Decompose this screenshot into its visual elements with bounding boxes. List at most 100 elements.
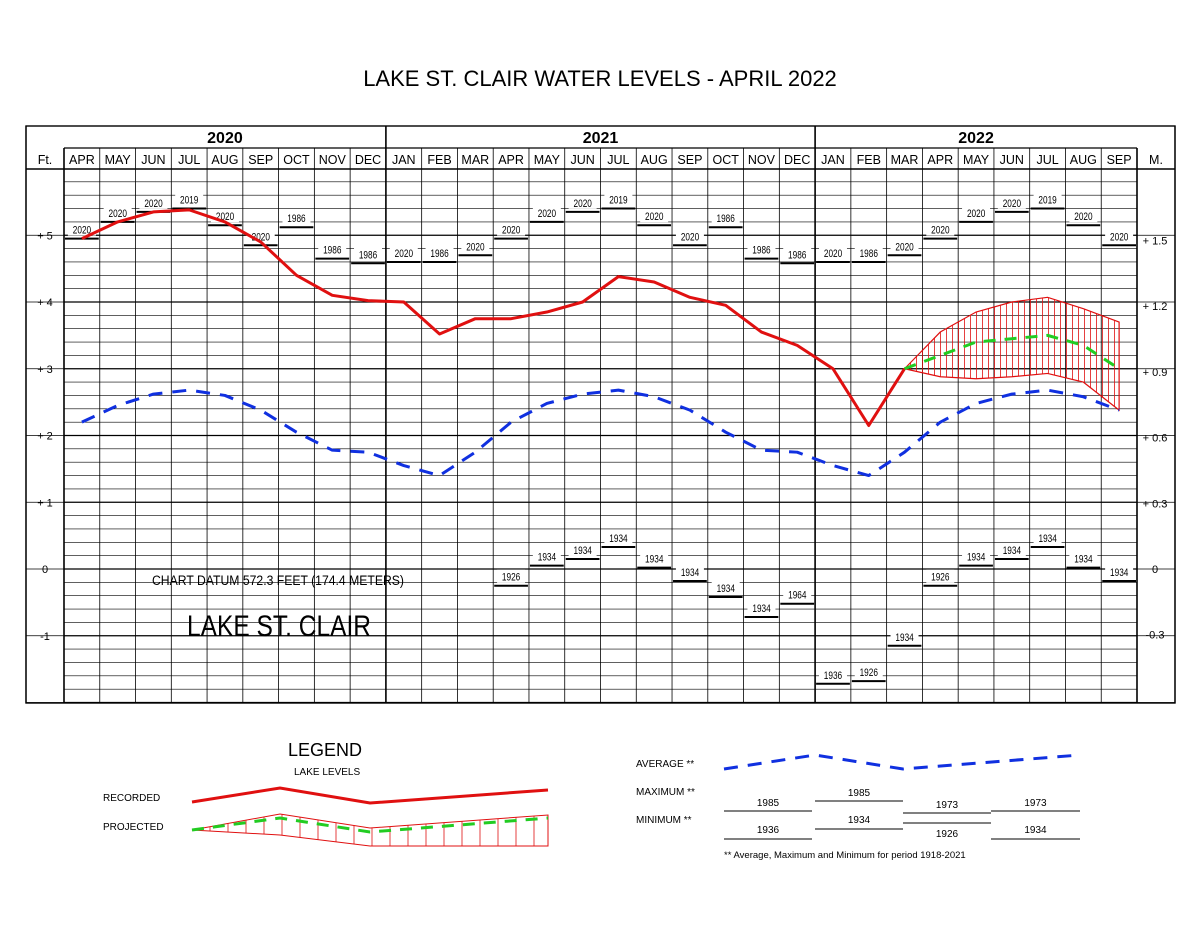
month-label: SEP xyxy=(248,153,273,167)
record-label-bg xyxy=(139,195,168,209)
month-label: APR xyxy=(927,153,953,167)
month-label: AUG xyxy=(211,153,238,167)
record-label-bg xyxy=(818,245,847,259)
record-label-bg xyxy=(461,239,490,253)
record-label-bg xyxy=(497,222,526,236)
maximum-record-year: 2020 xyxy=(538,208,557,220)
right-axis-unit: M. xyxy=(1149,153,1163,167)
record-label-bg xyxy=(747,601,776,615)
series-lines xyxy=(81,208,1120,478)
month-label: JAN xyxy=(821,153,845,167)
legend-min-year: 1934 xyxy=(848,815,871,826)
record-label-bg xyxy=(675,565,704,579)
maximum-record-year: 1986 xyxy=(788,249,806,261)
maximum-record-year: 2019 xyxy=(180,194,198,206)
maximum-record-year: 2019 xyxy=(609,194,627,206)
record-label-bg xyxy=(997,195,1026,209)
legend: LEGEND LAKE LEVELS RECORDED PROJECTED AV… xyxy=(103,740,1081,861)
maximum-record-year: 2020 xyxy=(824,248,843,260)
record-label-bg xyxy=(103,205,132,219)
minimum-record-year: 1934 xyxy=(645,554,664,566)
record-label-bg xyxy=(175,192,204,206)
axis-labels: + 5 + 4 + 3 + 2 + 1 0 -1 + 1.5 + 1.2 + 0.9 + 0.6 + … xyxy=(37,230,1167,643)
record-label-bg xyxy=(532,549,561,563)
maximum-record-year: 2019 xyxy=(1038,194,1056,206)
month-label: MAR xyxy=(461,153,489,167)
minimum-record-year: 1934 xyxy=(574,545,593,557)
left-tick-label: + 5 xyxy=(37,230,53,242)
right-tick-label: + 0.3 xyxy=(1143,498,1168,510)
chart-header: 2020 2021 2022 APR MAY JUN JUL AUG SEP OCT NOV DEC J… xyxy=(38,130,1163,167)
month-label: FEB xyxy=(857,153,881,167)
legend-projected-line xyxy=(191,816,549,834)
legend-average-label: AVERAGE ** xyxy=(636,759,694,770)
maximum-record-year: 2020 xyxy=(645,211,664,223)
month-label: JUN xyxy=(1000,153,1024,167)
legend-min-year: 1926 xyxy=(936,829,959,840)
minimum-record-year: 1934 xyxy=(1074,554,1093,566)
month-label: JAN xyxy=(392,153,416,167)
maximum-record-year: 1986 xyxy=(430,248,448,260)
legend-average-line xyxy=(723,753,1081,771)
legend-band-outline xyxy=(191,813,549,847)
minimum-record-year: 1934 xyxy=(1003,545,1022,557)
minimum-record-year: 1934 xyxy=(1038,533,1057,545)
record-label-bg xyxy=(890,239,919,253)
month-label: JUN xyxy=(141,153,165,167)
record-label-bg xyxy=(711,581,740,595)
minimum-record-year: 1934 xyxy=(1110,567,1129,579)
record-label-bg xyxy=(747,242,776,256)
right-tick-label: + 0.9 xyxy=(1143,367,1168,379)
chart-title: LAKE ST. CLAIR WATER LEVELS - APRIL 2022 xyxy=(363,66,837,91)
record-label-bg xyxy=(783,247,812,261)
left-tick-label: -1 xyxy=(40,631,50,643)
record-label-bg xyxy=(604,530,633,544)
legend-minimum-label: MINIMUM ** xyxy=(636,815,692,826)
legend-projected-band xyxy=(191,813,549,847)
minimum-record-year: 1934 xyxy=(752,603,771,615)
record-label-bg xyxy=(711,211,740,225)
recorded-series-line xyxy=(81,208,906,427)
record-label-bg xyxy=(282,211,311,225)
record-label-bg xyxy=(497,569,526,583)
maximum-record-year: 2020 xyxy=(1110,231,1129,243)
maximum-record-year: 1986 xyxy=(752,245,770,257)
minimum-record-year: 1934 xyxy=(681,567,700,579)
record-label-bg xyxy=(640,209,669,223)
month-label: DEC xyxy=(784,153,810,167)
maximum-record-year: 2020 xyxy=(109,208,128,220)
month-label: MAY xyxy=(534,153,561,167)
record-label-bg xyxy=(1033,192,1062,206)
legend-projected-label: PROJECTED xyxy=(103,822,164,833)
maximum-record-year: 2020 xyxy=(967,208,986,220)
month-label: APR xyxy=(69,153,95,167)
legend-subtitle: LAKE LEVELS xyxy=(294,767,360,778)
maximum-record-year: 1986 xyxy=(860,248,878,260)
maximum-record-year: 1986 xyxy=(287,213,305,225)
maximum-record-year: 2020 xyxy=(144,198,163,210)
left-tick-label: 0 xyxy=(42,564,48,576)
legend-title: LEGEND xyxy=(288,740,362,760)
record-label-bg xyxy=(354,247,383,261)
month-label: APR xyxy=(498,153,524,167)
minimum-record-year: 1934 xyxy=(609,533,628,545)
maximum-record-year: 2020 xyxy=(931,225,950,237)
month-label: AUG xyxy=(641,153,668,167)
month-label: FEB xyxy=(427,153,451,167)
maximum-record-year: 2020 xyxy=(466,241,485,253)
right-tick-label: 0 xyxy=(1152,564,1158,576)
minimum-record-year: 1936 xyxy=(824,670,842,682)
record-label-bg xyxy=(854,245,883,259)
record-label-bg xyxy=(1069,209,1098,223)
projected-range-outline xyxy=(903,296,1120,412)
month-label: MAR xyxy=(891,153,919,167)
record-label-bg xyxy=(997,542,1026,556)
projected-range-band xyxy=(903,296,1120,412)
record-label-bg xyxy=(389,245,418,259)
legend-maximum-label: MAXIMUM ** xyxy=(636,787,695,798)
record-label-bg xyxy=(568,542,597,556)
year-label: 2020 xyxy=(207,130,243,147)
record-label-bg xyxy=(1033,530,1062,544)
left-tick-label: + 2 xyxy=(37,431,53,443)
month-label: NOV xyxy=(319,153,347,167)
